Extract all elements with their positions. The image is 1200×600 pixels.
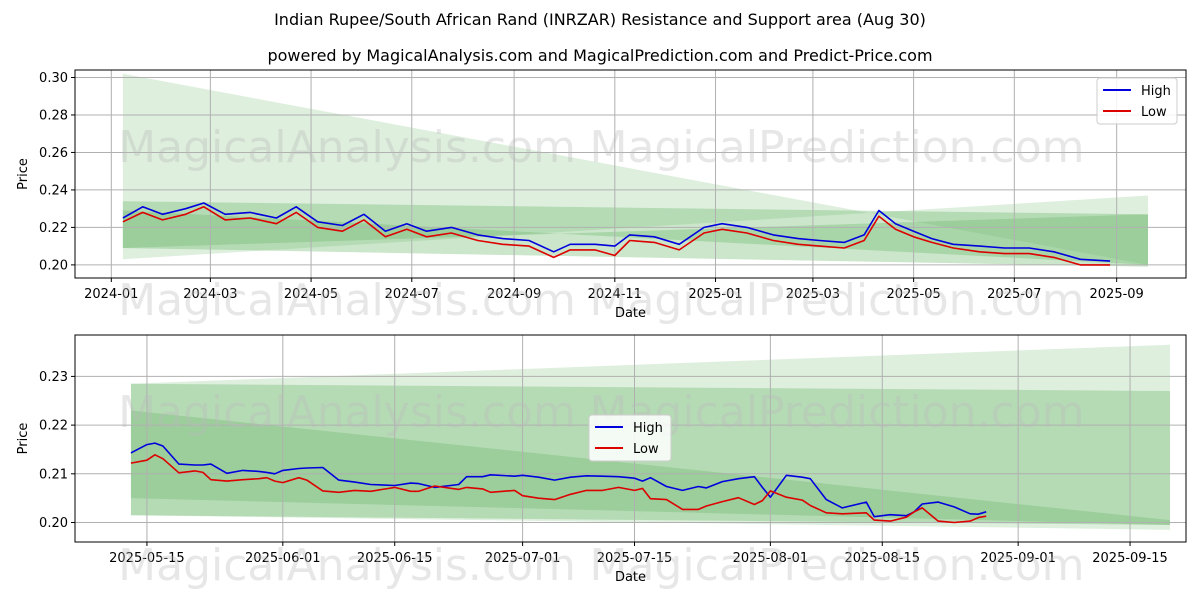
- support-resistance-band-2: [130, 410, 1171, 525]
- y-tick-label: 0.22: [39, 221, 68, 236]
- x-tick-label: 2025-05-15: [109, 551, 185, 566]
- high-legend-label: High: [1141, 84, 1171, 99]
- legend[interactable]: High Low: [588, 414, 672, 462]
- watermark-text: MagicalAnalysis.com: [118, 275, 576, 326]
- x-tick-label: 2025-08-15: [844, 551, 920, 566]
- x-tick-label: 2025-07-15: [597, 551, 673, 566]
- y-axis-label: Price: [16, 158, 31, 190]
- y-tick-label: 0.21: [39, 467, 68, 482]
- watermark-text: MagicalAnalysis.com: [118, 540, 576, 591]
- watermark-text: MagicalAnalysis.com: [118, 387, 576, 438]
- plot-frame: [74, 334, 1187, 543]
- x-tick-label: 2025-06-15: [357, 551, 433, 566]
- watermark-text: MagicalPrediction.com: [590, 275, 1085, 326]
- x-tick-label: 2025-07: [987, 287, 1041, 302]
- chart-title: Indian Rupee/South African Rand (INRZAR)…: [274, 10, 926, 29]
- x-tick-label: 2024-05: [284, 287, 338, 302]
- top-chart-panel: 2024-01 2024-03 2024-05 2024-07 2024-09 2024-…: [16, 69, 1187, 326]
- plot-frame: [74, 69, 1187, 279]
- watermark-text: MagicalPrediction.com: [590, 387, 1085, 438]
- x-tick-label: 2025-07-01: [485, 551, 561, 566]
- bottom-chart-panel: 2025-05-15 2025-06-01 2025-06-15 2025-07-01…: [16, 334, 1187, 591]
- high-series-line: [130, 442, 987, 518]
- y-tick-label: 0.22: [39, 419, 68, 434]
- support-resistance-band-0: [122, 73, 1149, 265]
- support-resistance-band-2: [122, 210, 1149, 265]
- y-tick-label: 0.30: [39, 71, 68, 86]
- x-tick-label: 2025-08-01: [733, 551, 809, 566]
- x-tick-label: 2025-09-01: [980, 551, 1056, 566]
- watermark-text: MagicalAnalysis.com: [118, 122, 576, 173]
- x-axis-label: Date: [615, 306, 646, 321]
- x-tick-label: 2025-01: [688, 287, 742, 302]
- x-tick-label: 2024-07: [385, 287, 439, 302]
- low-legend-label: Low: [633, 442, 659, 457]
- y-tick-label: 0.20: [39, 258, 68, 273]
- high-legend-label: High: [633, 421, 663, 436]
- x-tick-label: 2024-03: [183, 287, 237, 302]
- x-tick-label: 2025-03: [786, 287, 840, 302]
- watermark-text: MagicalPrediction.com: [590, 122, 1085, 173]
- x-tick-label: 2025-09: [1090, 287, 1144, 302]
- high-series-line: [122, 202, 1111, 262]
- x-tick-label: 2025-05: [886, 287, 940, 302]
- chart-subtitle: powered by MagicalAnalysis.com and Magic…: [267, 46, 933, 65]
- y-tick-label: 0.26: [39, 146, 68, 161]
- x-tick-label: 2025-06-01: [245, 551, 321, 566]
- support-resistance-band-1: [122, 201, 1149, 267]
- y-tick-label: 0.23: [39, 370, 68, 385]
- x-tick-label: 2024-09: [487, 287, 541, 302]
- watermark-text: MagicalPrediction.com: [590, 540, 1085, 591]
- y-tick-label: 0.28: [39, 108, 68, 123]
- y-tick-label: 0.24: [39, 183, 68, 198]
- x-tick-label: 2024-11: [588, 287, 642, 302]
- low-series-line: [122, 206, 1111, 266]
- legend[interactable]: High Low: [1096, 77, 1178, 125]
- x-axis-label: Date: [615, 570, 646, 585]
- y-tick-label: 0.20: [39, 516, 68, 531]
- x-tick-label: 2024-01: [84, 287, 138, 302]
- y-axis-label: Price: [16, 423, 31, 455]
- low-legend-label: Low: [1141, 105, 1167, 120]
- x-tick-label: 2025-09-15: [1092, 551, 1168, 566]
- low-series-line: [130, 453, 987, 524]
